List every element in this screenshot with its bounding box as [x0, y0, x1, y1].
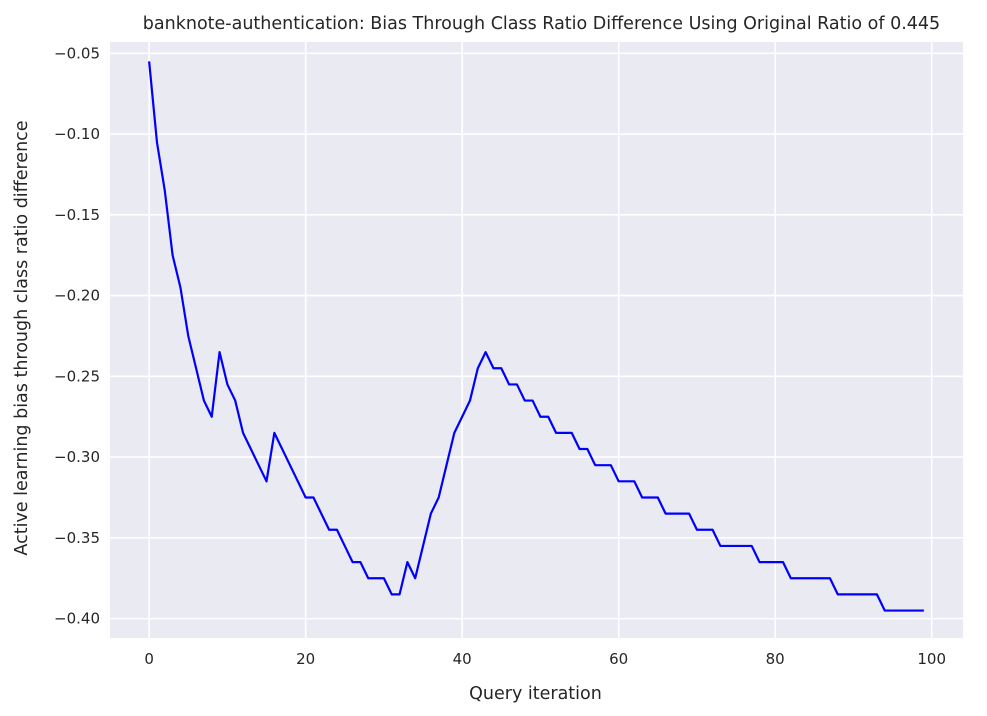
- grid-lines: [110, 42, 963, 638]
- y-tick-label: −0.40: [54, 610, 100, 628]
- series-layer: [148, 61, 924, 612]
- x-tick-label: 20: [296, 650, 315, 668]
- x-axis-title: Query iteration: [469, 684, 602, 704]
- x-tick-label: 60: [609, 650, 628, 668]
- y-tick-label: −0.05: [54, 44, 100, 62]
- tick-labels: 0 20 40 60 80 100 −0.05 −0.10 −0.15 −0.20 −0.25 −0.…: [54, 44, 946, 668]
- x-tick-label: 80: [766, 650, 785, 668]
- y-tick-label: −0.25: [54, 367, 100, 385]
- x-tick-label: 40: [453, 650, 472, 668]
- plot-area: [110, 42, 963, 638]
- x-tick-label: 100: [917, 650, 946, 668]
- series-line: [148, 61, 924, 612]
- x-tick-label: 0: [144, 650, 154, 668]
- y-tick-label: −0.20: [54, 287, 100, 305]
- chart-title: banknote-authentication: Bias Through Cl…: [143, 14, 940, 34]
- y-tick-label: −0.30: [54, 448, 100, 466]
- y-tick-label: −0.15: [54, 206, 100, 224]
- y-axis-title: Active learning bias through class ratio…: [12, 120, 32, 555]
- y-tick-label: −0.35: [54, 529, 100, 547]
- y-tick-label: −0.10: [54, 125, 100, 143]
